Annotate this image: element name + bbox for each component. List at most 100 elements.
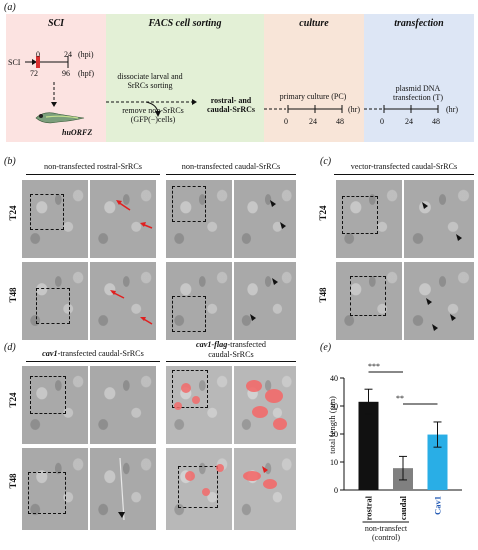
culture-tick-0: 0 [284, 117, 288, 126]
transfection-title: transfection [394, 18, 444, 29]
bar-chart: 0 10 20 30 40 rostral caudal Cav1 *** ** non-tr… [310, 350, 474, 546]
micrograph-b-caudal-t24 [166, 180, 232, 258]
hpf-tick-96: 96 [62, 69, 70, 78]
panel-c-row-t24: T24 [318, 205, 328, 221]
panel-d-flag-title: cav1-flag-transfected [166, 340, 296, 349]
category-label: Cav1 [433, 496, 443, 515]
facs-result-text: rostral- and caudal-SrRCs [206, 96, 255, 114]
bar-cav1 [427, 434, 448, 490]
micrograph-c-t48 [336, 262, 402, 340]
panel-b-rostral-title: non-transfected rostral-SrRCs [44, 162, 142, 171]
hpi-tick-24: 24 [64, 50, 72, 59]
panel-b-caudal-rule [166, 174, 296, 175]
facs-arrows [106, 99, 197, 117]
black-arrowhead-icon [118, 457, 125, 521]
panel-d-cav1-gene: cav1 [42, 349, 58, 358]
micrograph-b-caudal-t48 [166, 262, 232, 340]
micrograph-d-flag-t48 [166, 448, 232, 530]
micrograph-b-caudal-t48-zoom [234, 262, 296, 340]
category-label: caudal [398, 495, 408, 520]
transfection-tick-48: 48 [432, 117, 440, 126]
micrograph-d-flag-t24-zoom [234, 366, 296, 444]
panel-c-row-t48: T48 [318, 287, 328, 303]
zebrafish-larva-icon [35, 112, 85, 124]
y-tick-label: 20 [330, 430, 338, 439]
panel-a-label: (a) [4, 2, 16, 13]
facs-remove-text: remove non-SrRCs (GFP(−)cells) [122, 106, 184, 124]
panel-d-cav1-title: cav1-transfected caudal-SrRCs [26, 349, 160, 358]
panel-c-rule [334, 174, 474, 175]
fish-label: huORFZ [62, 128, 93, 137]
red-arrow-icon [110, 290, 153, 325]
hpi-tick-0: 0 [36, 50, 40, 59]
micrograph-d-flag-t24 [166, 366, 232, 444]
y-tick-label: 10 [330, 458, 338, 467]
micrograph-d-flag-t48-zoom [234, 448, 296, 530]
panel-c-label: (c) [320, 156, 332, 167]
y-tick-label: 0 [334, 486, 338, 495]
mcherry-cells [174, 383, 200, 410]
panel-d-label: (d) [4, 342, 16, 353]
micrograph-b-rostral-t48 [22, 262, 88, 340]
micrograph-b-rostral-t24-zoom [90, 180, 156, 258]
panel-d-flag-rest: -transfected [227, 340, 266, 349]
sci-timeline [25, 56, 85, 124]
culture-title: culture [299, 18, 329, 29]
panel-b-label: (b) [4, 156, 16, 167]
micrograph-d-cav1-t48 [22, 448, 88, 530]
mcherry-cells [185, 464, 224, 496]
micrograph-d-cav1-t24 [22, 366, 88, 444]
panel-d-row-t24: T24 [8, 392, 18, 408]
transfection-tick-24: 24 [405, 117, 413, 126]
transfection-text: plasmid DNA transfection (T) [393, 84, 443, 102]
culture-stage: culture primary culture (PC) 0 24 48 (hr… [264, 14, 364, 142]
panel-d-flag-gene: cav1-flag [195, 340, 228, 349]
black-arrowhead-icon [426, 298, 456, 331]
panel-b-caudal-title: non-transfected caudal-SrRCs [181, 162, 281, 171]
sci-arrow-label: SCI [8, 58, 21, 67]
transfection-unit: (hr) [446, 105, 458, 114]
group-caption-2: (control) [372, 533, 400, 542]
micrograph-d-cav1-t24-zoom [90, 366, 156, 444]
hpi-unit: (hpi) [78, 50, 94, 59]
micrograph-b-caudal-t24-zoom [234, 180, 296, 258]
sig-double-star: ** [396, 394, 404, 403]
sci-title: SCI [47, 18, 65, 29]
micrograph-b-rostral-t24 [22, 180, 88, 258]
micrograph-d-cav1-t48-zoom [90, 448, 156, 530]
chart-svg: 0 10 20 30 40 rostral caudal Cav1 [330, 371, 462, 523]
sig-triple-star: *** [368, 362, 380, 371]
culture-tick-48: 48 [336, 117, 344, 126]
black-arrowhead-icon [270, 200, 286, 229]
black-arrowhead-icon [422, 202, 462, 241]
panel-b-row-t24: T24 [8, 205, 18, 221]
culture-unit: (hr) [348, 105, 360, 114]
y-tick-label: 40 [330, 374, 338, 383]
culture-text: primary culture (PC) [279, 92, 347, 101]
culture-tick-24: 24 [309, 117, 317, 126]
panel-b-row-t48: T48 [8, 287, 18, 303]
panel-d-cav1-rule [26, 361, 160, 362]
facs-dissociate-text: dissociate larval and SrRCs sorting [117, 72, 183, 90]
panel-d-row-t48: T48 [8, 473, 18, 489]
facs-stage: FACS cell sorting dissociate larval and … [106, 14, 264, 142]
bar-rostral [358, 401, 379, 490]
hpf-unit: (hpf) [78, 69, 94, 78]
micrograph-c-t48-zoom [404, 262, 474, 340]
mcherry-cells [243, 466, 277, 489]
category-label: rostral [364, 495, 374, 520]
culture-timeline [264, 105, 343, 113]
panel-d-flag-rule [166, 361, 296, 362]
micrograph-c-t24 [336, 180, 402, 258]
micrograph-b-rostral-t48-zoom [90, 262, 156, 340]
panel-d-cav1-rest: -transfected caudal-SrRCs [57, 349, 144, 358]
y-tick-label: 30 [330, 402, 338, 411]
black-arrowhead-icon [250, 278, 278, 321]
panel-e-label: (e) [320, 342, 332, 353]
transfection-stage: transfection plasmid DNA transfection (T… [364, 14, 474, 142]
sci-stage: SCI SCI 0 24 (hpi) 72 96 (hpf) huORFZ [6, 14, 106, 142]
hpf-tick-72: 72 [30, 69, 38, 78]
mcherry-cells [246, 380, 287, 430]
transfection-tick-0: 0 [380, 117, 384, 126]
panel-c-title: vector-transfected caudal-SrRCs [350, 162, 458, 171]
